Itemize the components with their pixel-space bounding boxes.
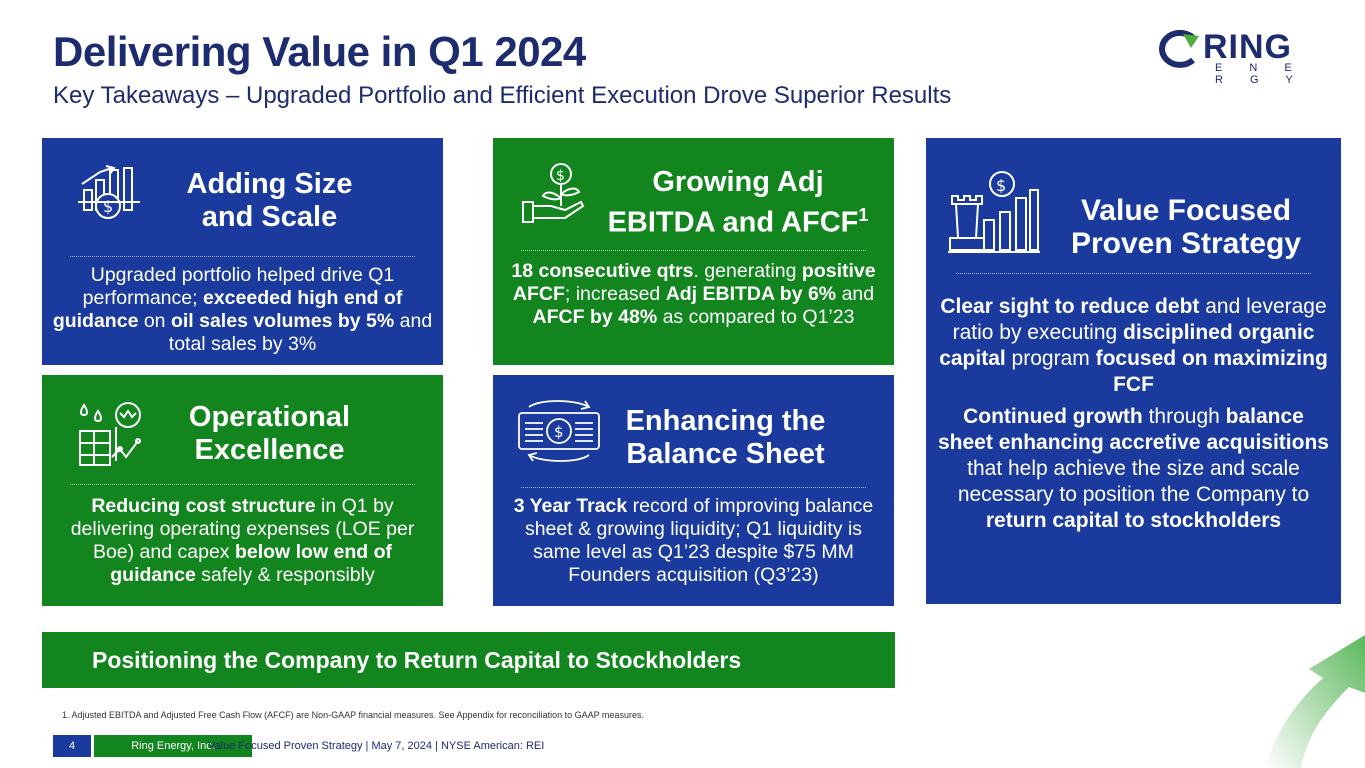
card-ops-body: Reducing cost structure in Q1 by deliver…	[70, 495, 415, 586]
footer-company: Ring Energy, Inc.	[94, 735, 252, 757]
card-balance-head2: Balance Sheet	[626, 438, 825, 470]
svg-text:$: $	[556, 168, 565, 184]
card-strategy-head2: Proven Strategy	[1070, 227, 1302, 260]
card-strategy-p2: Continued growth through balance sheet e…	[938, 405, 1329, 532]
ring-energy-logo: RING E N E R G Y	[1155, 28, 1315, 86]
card-size-head2: and Scale	[201, 201, 338, 233]
page-number: 4	[53, 735, 91, 757]
page-subtitle: Key Takeaways – Upgraded Portfolio and E…	[53, 82, 952, 109]
card-operations: Operational Excellence Reducing cost str…	[42, 375, 443, 606]
money-cycle-icon: $	[518, 400, 600, 462]
svg-text:$: $	[996, 176, 1006, 195]
card-size-scale: $ Adding Size and Scale Upgraded portfol…	[42, 138, 443, 365]
card-ebitda-sup: 1	[858, 205, 869, 225]
card-balance-head1: Enhancing the	[625, 405, 826, 437]
card-strategy-p1: Clear sight to reduce debt and leverage …	[939, 295, 1328, 396]
card-strategy: $ Value Focused Proven Strategy Clear si…	[926, 138, 1341, 604]
growth-arrow-icon	[1265, 635, 1365, 768]
card-balance-sheet: $ Enhancing the Balance Sheet 3 Year Tra…	[493, 375, 894, 606]
oil-operations-icon	[79, 402, 141, 466]
chess-chart-icon: $	[948, 171, 1040, 253]
money-plant-icon: $	[522, 163, 585, 223]
page-title: Delivering Value in Q1 2024	[53, 28, 586, 75]
logo-sub: E N E R G Y	[1215, 62, 1305, 86]
svg-text:$: $	[103, 197, 113, 216]
chart-dollar-icon: $	[78, 165, 140, 219]
card-ebitda-body: 18 consecutive qtrs. generating positive…	[511, 260, 876, 328]
card-ops-head2: Excellence	[194, 434, 345, 466]
ring-logo-icon	[1159, 30, 1199, 68]
card-size-body: Upgraded portfolio helped drive Q1 perfo…	[52, 264, 433, 355]
footer-text: Value Focused Proven Strategy | May 7, 2…	[208, 740, 545, 752]
svg-text:$: $	[554, 423, 564, 441]
card-ebitda: $ Growing Adj EBITDA and AFCF1 18 consec…	[493, 138, 894, 365]
logo-word: RING	[1203, 28, 1292, 66]
footnote: 1. Adjusted EBITDA and Adjusted Free Cas…	[62, 710, 644, 720]
card-ebitda-head1: Growing Adj	[652, 166, 824, 198]
card-size-head1: Adding Size	[186, 168, 353, 200]
card-balance-body: 3 Year Track record of improving balance…	[513, 495, 874, 586]
banner: Positioning the Company to Return Capita…	[42, 632, 895, 688]
card-strategy-head1: Value Focused	[1080, 194, 1292, 227]
card-ops-head1: Operational	[188, 401, 351, 433]
card-ebitda-head2: EBITDA and AFCF	[607, 206, 859, 239]
